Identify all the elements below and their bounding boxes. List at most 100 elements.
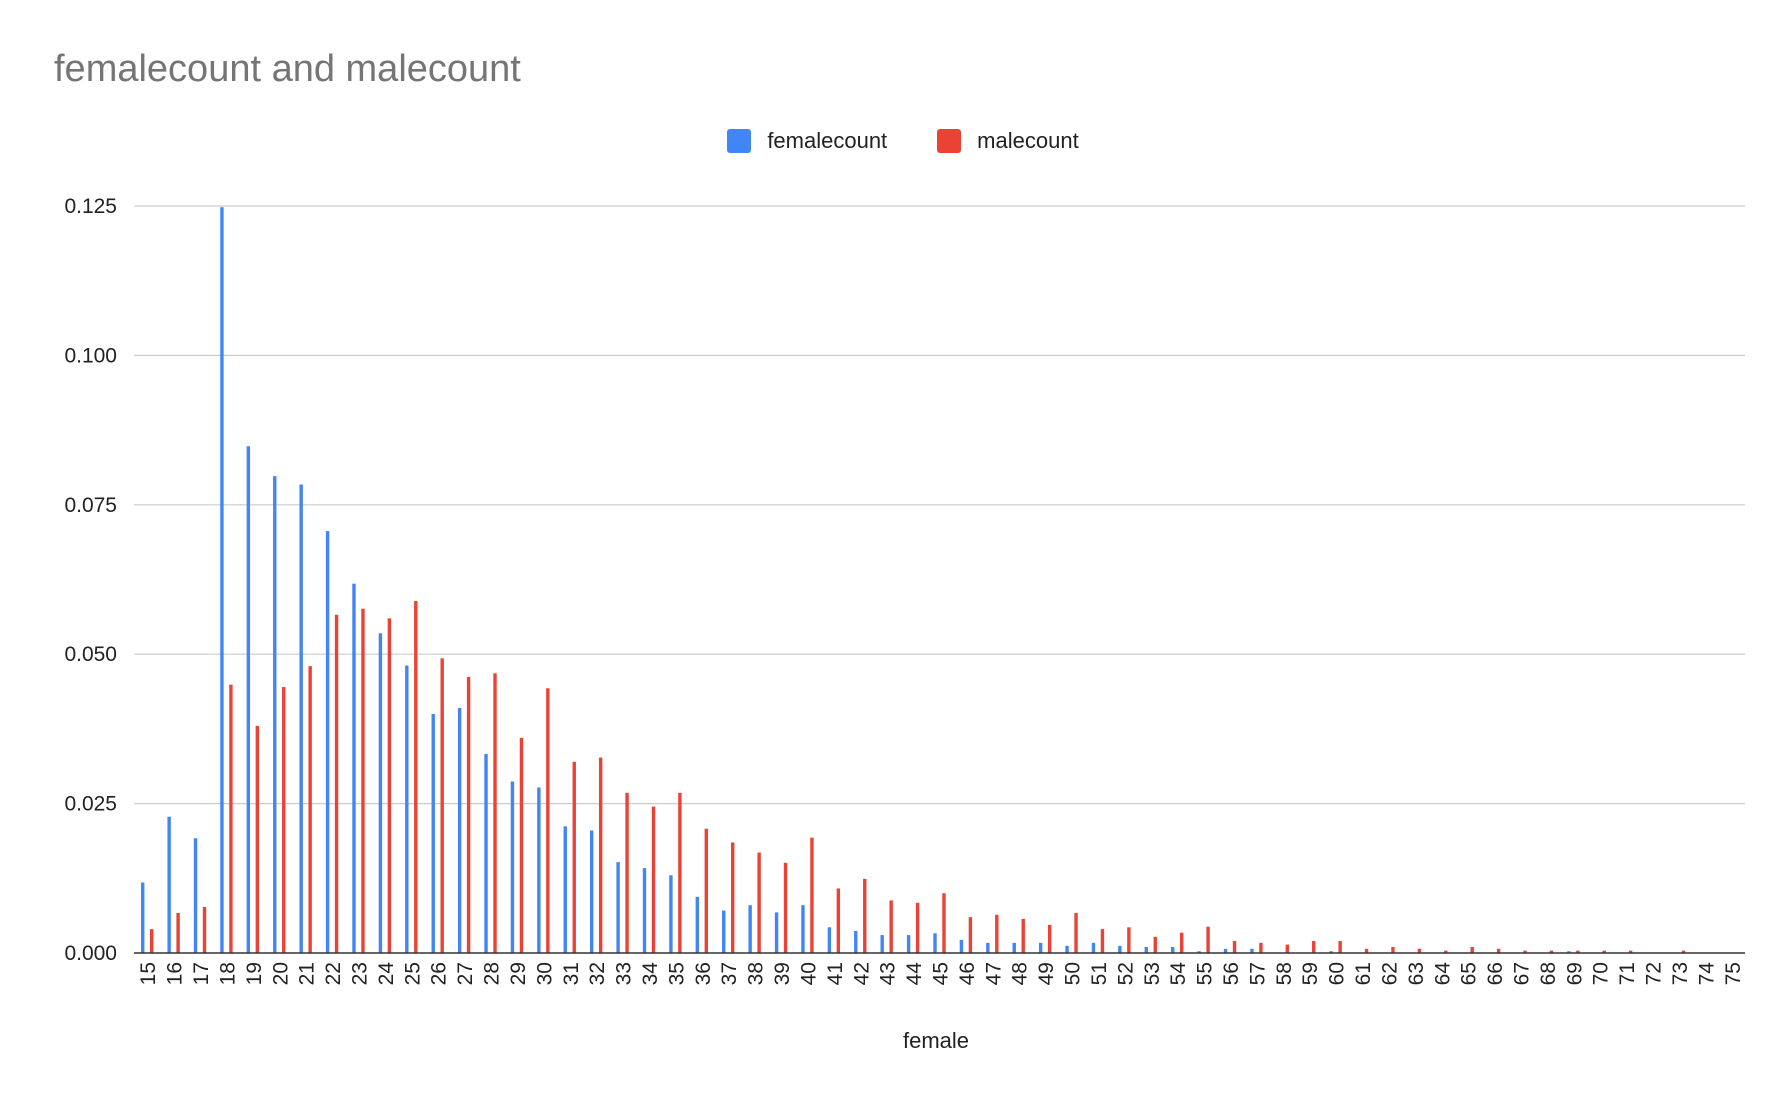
x-tick-label: 27 [454, 962, 477, 985]
x-tick-label: 69 [1563, 962, 1586, 985]
x-tick-label: 32 [586, 962, 609, 985]
x-tick-label: 19 [243, 962, 266, 985]
x-tick-label: 22 [322, 962, 345, 985]
bar-femalecount-33 [616, 862, 620, 953]
x-tick-label: 24 [375, 962, 398, 986]
bar-femalecount-46 [959, 939, 964, 953]
y-tick-label: 0.025 [64, 793, 117, 816]
legend-swatch-femalecount [727, 129, 752, 153]
bar-femalecount-24 [378, 633, 383, 953]
x-tick-label: 36 [692, 962, 715, 985]
bar-femalecount-19 [246, 446, 251, 953]
x-tick-label: 45 [930, 962, 953, 985]
bar-femalecount-37 [722, 910, 726, 953]
bar-femalecount-40 [801, 905, 805, 953]
legend-label-malecount: malecount [977, 128, 1079, 153]
bar-malecount-40 [810, 837, 814, 953]
bar-malecount-70 [1602, 950, 1606, 953]
x-tick-label: 44 [903, 962, 926, 986]
x-tick-label: 15 [137, 962, 160, 985]
bar-malecount-32 [598, 757, 603, 953]
bar-malecount-63 [1417, 948, 1422, 953]
bar-malecount-36 [704, 828, 708, 953]
legend: femalecount malecount [0, 128, 1786, 154]
bar-malecount-39 [783, 862, 788, 953]
bar-malecount-23 [361, 608, 365, 953]
bar-malecount-53 [1153, 936, 1157, 953]
bar-malecount-58 [1285, 944, 1290, 953]
bar-malecount-65 [1470, 947, 1474, 953]
y-tick-label: 0.100 [64, 344, 117, 367]
x-tick-label: 28 [481, 962, 504, 985]
bar-malecount-64 [1444, 950, 1448, 953]
x-tick-label: 43 [877, 962, 900, 985]
bar-malecount-43 [889, 900, 893, 953]
bar-femalecount-35 [669, 875, 673, 953]
bar-femalecount-32 [589, 830, 594, 953]
x-tick-label: 58 [1273, 962, 1296, 985]
bar-femalecount-43 [880, 935, 884, 953]
bar-femalecount-17 [193, 838, 198, 953]
bar-malecount-33 [625, 792, 629, 953]
bar-malecount-42 [863, 878, 867, 953]
bar-femalecount-50 [1065, 945, 1069, 953]
bar-malecount-45 [942, 893, 946, 953]
bar-femalecount-27 [457, 707, 462, 953]
x-tick-label: 52 [1114, 962, 1137, 985]
x-tick-label: 48 [1009, 962, 1032, 985]
bar-malecount-29 [519, 737, 524, 953]
bar-femalecount-41 [827, 927, 832, 953]
bar-malecount-61 [1364, 948, 1369, 953]
y-tick-label: 0.075 [64, 494, 117, 517]
bar-femalecount-42 [854, 930, 858, 953]
x-tick-label: 61 [1352, 962, 1375, 985]
x-tick-label: 21 [296, 962, 319, 985]
x-tick-label: 18 [216, 962, 239, 985]
x-tick-label: 23 [348, 962, 371, 985]
bar-femalecount-49 [1038, 942, 1043, 953]
x-tick-label: 29 [507, 962, 530, 985]
bar-malecount-51 [1100, 929, 1105, 953]
bar-malecount-50 [1074, 912, 1078, 953]
bar-malecount-24 [387, 618, 392, 953]
bar-malecount-57 [1259, 942, 1263, 953]
bar-malecount-44 [915, 902, 920, 953]
bar-femalecount-28 [484, 754, 488, 953]
bar-malecount-27 [466, 676, 471, 953]
x-tick-label: 71 [1616, 962, 1639, 985]
bar-femalecount-45 [933, 933, 937, 953]
bar-malecount-48 [1021, 918, 1025, 953]
x-tick-label: 16 [164, 962, 187, 985]
bar-femalecount-48 [1012, 942, 1016, 953]
x-tick-label: 17 [190, 962, 213, 985]
x-tick-label: 20 [269, 962, 292, 985]
bar-malecount-22 [334, 614, 339, 953]
x-tick-label: 63 [1405, 962, 1428, 985]
x-tick-label: 42 [850, 962, 873, 985]
bar-femalecount-54 [1171, 947, 1175, 953]
x-tick-label: 33 [613, 962, 636, 985]
bar-femalecount-31 [563, 826, 567, 953]
bar-femalecount-18 [220, 207, 224, 953]
x-tick-label: 64 [1431, 962, 1454, 986]
legend-swatch-malecount [937, 129, 962, 153]
x-tick-label: 53 [1141, 962, 1164, 985]
x-tick-label: 34 [639, 962, 662, 986]
bar-malecount-16 [176, 912, 180, 953]
legend-label-femalecount: femalecount [767, 128, 888, 153]
bar-femalecount-60 [1329, 951, 1333, 953]
x-tick-label: 65 [1458, 962, 1481, 985]
gridlines [134, 205, 1745, 805]
bar-femalecount-47 [986, 942, 990, 953]
y-tick-label: 0.125 [64, 195, 117, 218]
bar-femalecount-34 [642, 868, 647, 953]
x-axis-title: female [903, 1028, 969, 1053]
bar-malecount-26 [440, 658, 444, 953]
bar-malecount-20 [282, 687, 286, 953]
legend-item-malecount[interactable]: malecount [937, 128, 1079, 154]
x-tick-label: 25 [401, 962, 424, 985]
bar-malecount-67 [1523, 950, 1527, 953]
legend-item-femalecount[interactable]: femalecount [727, 128, 887, 154]
bar-femalecount-57 [1250, 948, 1254, 953]
